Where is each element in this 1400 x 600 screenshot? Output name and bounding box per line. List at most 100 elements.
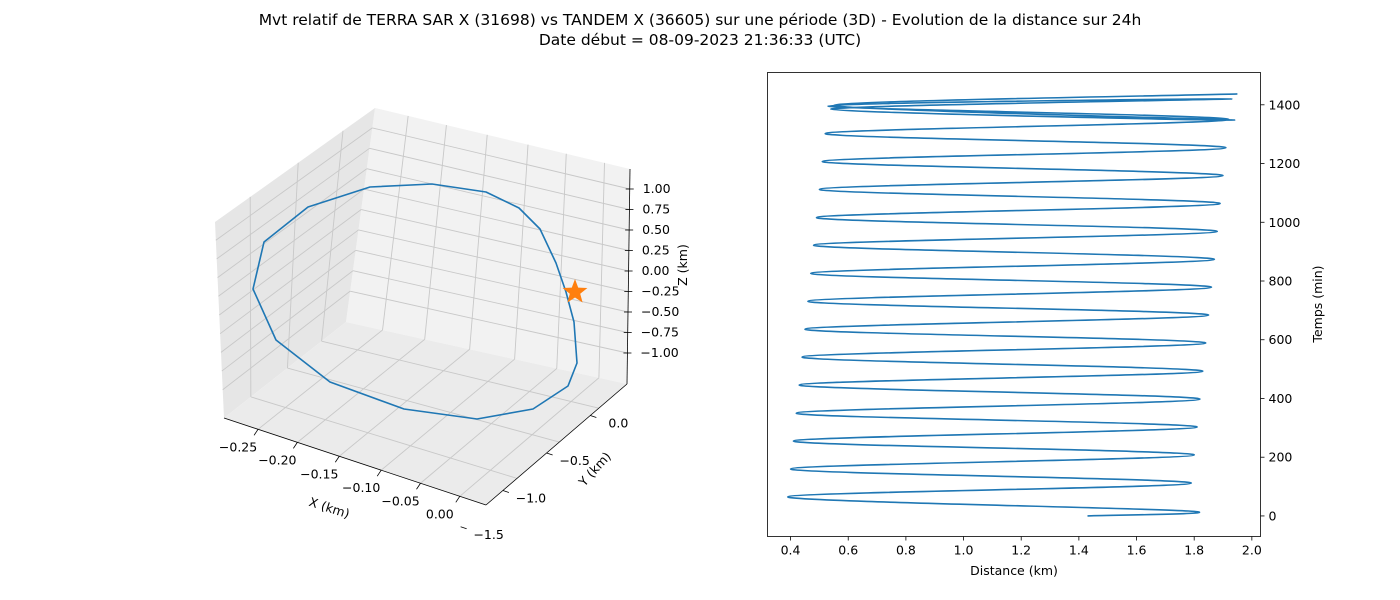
x-tick-mark-3d [455,496,461,503]
z-axis-line [626,168,631,385]
distance-series-line [786,93,1238,517]
z-tick-label-3d: 1.00 [643,181,671,196]
z-tick-label-3d: −1.00 [640,345,678,360]
chart-distance-time: 0.4 0.6 0.8 1.0 1.2 1.4 1.6 1.8 2.0 0 200 400 600 80… [767,72,1325,578]
x-tick-label: 0.8 [896,543,916,558]
y-tick-label-3d: −1.0 [516,490,546,505]
y-axis-line [485,383,628,506]
x-tick-label-3d: −0.25 [219,439,257,454]
y-tick-label: 800 [1269,274,1293,289]
gridline-x-back [598,162,605,378]
chart-3d-orbit: −0.25−0.20−0.15−0.10−0.050.000.0−0.5−1.0… [215,108,690,542]
x-tick-label-3d: −0.10 [342,480,380,495]
y-tick-label: 1400 [1269,97,1301,112]
x-tick-label: 1.2 [1011,543,1031,558]
x-tick-mark-3d [416,483,421,490]
x-axis-line [223,417,487,506]
x-tick-label: 0.6 [838,543,858,558]
z-tick-label-3d: 0.00 [642,263,670,278]
y-tick-mark-3d [460,526,467,530]
orbit-line [252,183,578,420]
y-axis-label: Temps (min) [1310,265,1325,343]
gridline-z-back [363,188,629,251]
x-tick-label: 1.6 [1127,543,1147,558]
z-tick-label-3d: −0.25 [641,284,679,299]
gridline-z-left [215,127,373,241]
gridline-z-back [358,229,629,292]
z-tick-label-3d: −0.75 [641,325,679,340]
figure-subtitle: Date début = 08-09-2023 21:36:33 (UTC) [539,31,861,49]
x-axis-label: Distance (km) [970,563,1058,578]
gridline-z-left [217,168,368,278]
x-tick-mark-3d [376,469,382,477]
y-tick-label-3d: 0.0 [608,415,628,430]
gridline-z-back [350,290,628,354]
gridline-x-floor [257,329,383,430]
y-ticks: 0 200 400 600 800 1000 1200 1400 [1260,97,1301,523]
pane-floor [224,322,627,505]
gridline-z-back [352,270,628,333]
x-tick-label-3d: −0.15 [300,466,338,481]
x-tick-label: 1.4 [1069,543,1089,558]
x-tick-label: 1.8 [1184,543,1204,558]
gridline-x-floor [338,348,470,457]
start-star-marker [562,279,588,303]
gridline-z-back [361,209,629,272]
gridline-x-floor [297,339,425,443]
x-tick-label: 0.4 [781,543,801,558]
x-tick-mark-3d [253,429,259,436]
y-tick-label: 200 [1269,450,1293,465]
gridline-z-left [216,147,370,260]
y-tick-label: 1200 [1269,156,1301,171]
y-tick-label-3d: −0.5 [559,453,589,468]
gridline-x-back [514,144,529,360]
grid-3d [215,115,630,497]
x-tick-label-3d: 0.00 [426,506,454,521]
gridline-y-left [249,196,252,397]
gridline-x-back [424,125,447,340]
gridline-x-back [556,153,567,369]
z-tick-label-3d: 0.75 [642,202,670,217]
gridline-z-back [369,147,630,210]
y-tick-mark-3d [546,452,553,456]
gridline-x-floor [459,377,600,497]
x-tick-label-3d: −0.20 [258,452,296,467]
gridline-z-left [220,249,356,353]
y-tick-label-3d: −1.5 [473,527,503,542]
gridline-z-left [222,290,351,391]
gridline-z-left [219,209,362,316]
x-tick-label-3d: −0.05 [381,493,419,508]
x-tick-label: 2.0 [1242,543,1262,558]
y-tick-label: 0 [1269,508,1277,523]
figure-title: Mvt relatif de TERRA SAR X (31698) vs TA… [259,11,1142,29]
z-axis-label-3d: Z (km) [675,244,690,286]
z-tick-label-3d: 0.25 [642,243,670,258]
y-tick-mark-3d [590,415,597,418]
y-tick-label: 600 [1269,332,1293,347]
gridline-z-back [366,168,630,231]
gridline-z-left [221,270,354,372]
gridline-x-back [382,115,409,331]
pane-left [215,108,375,418]
x-tick-mark-3d [293,442,298,449]
ticks-3d: −0.25−0.20−0.15−0.10−0.050.000.0−0.5−1.0… [219,181,680,542]
x-tick-mark-3d [334,456,340,463]
gridline-y-floor [287,367,560,443]
x-tick-label: 1.0 [954,543,974,558]
gridline-z-back [355,249,629,313]
gridline-y-left [286,162,299,369]
x-axis-label-3d: X (km) [307,494,351,521]
y-tick-mark-3d [502,490,510,493]
gridline-z-left [218,188,365,297]
gridline-z-back [372,127,630,190]
gridline-x-floor [420,368,558,484]
gridline-z-left [219,229,359,335]
z-tick-label-3d: −0.50 [641,304,679,319]
gridline-x-back [469,134,488,350]
x-ticks: 0.4 0.6 0.8 1.0 1.2 1.4 1.6 1.8 2.0 [781,536,1262,558]
y-tick-label: 400 [1269,391,1293,406]
y-tick-label: 1000 [1269,215,1301,230]
gridline-y-left [321,130,344,342]
z-tick-label-3d: 0.50 [642,222,670,237]
